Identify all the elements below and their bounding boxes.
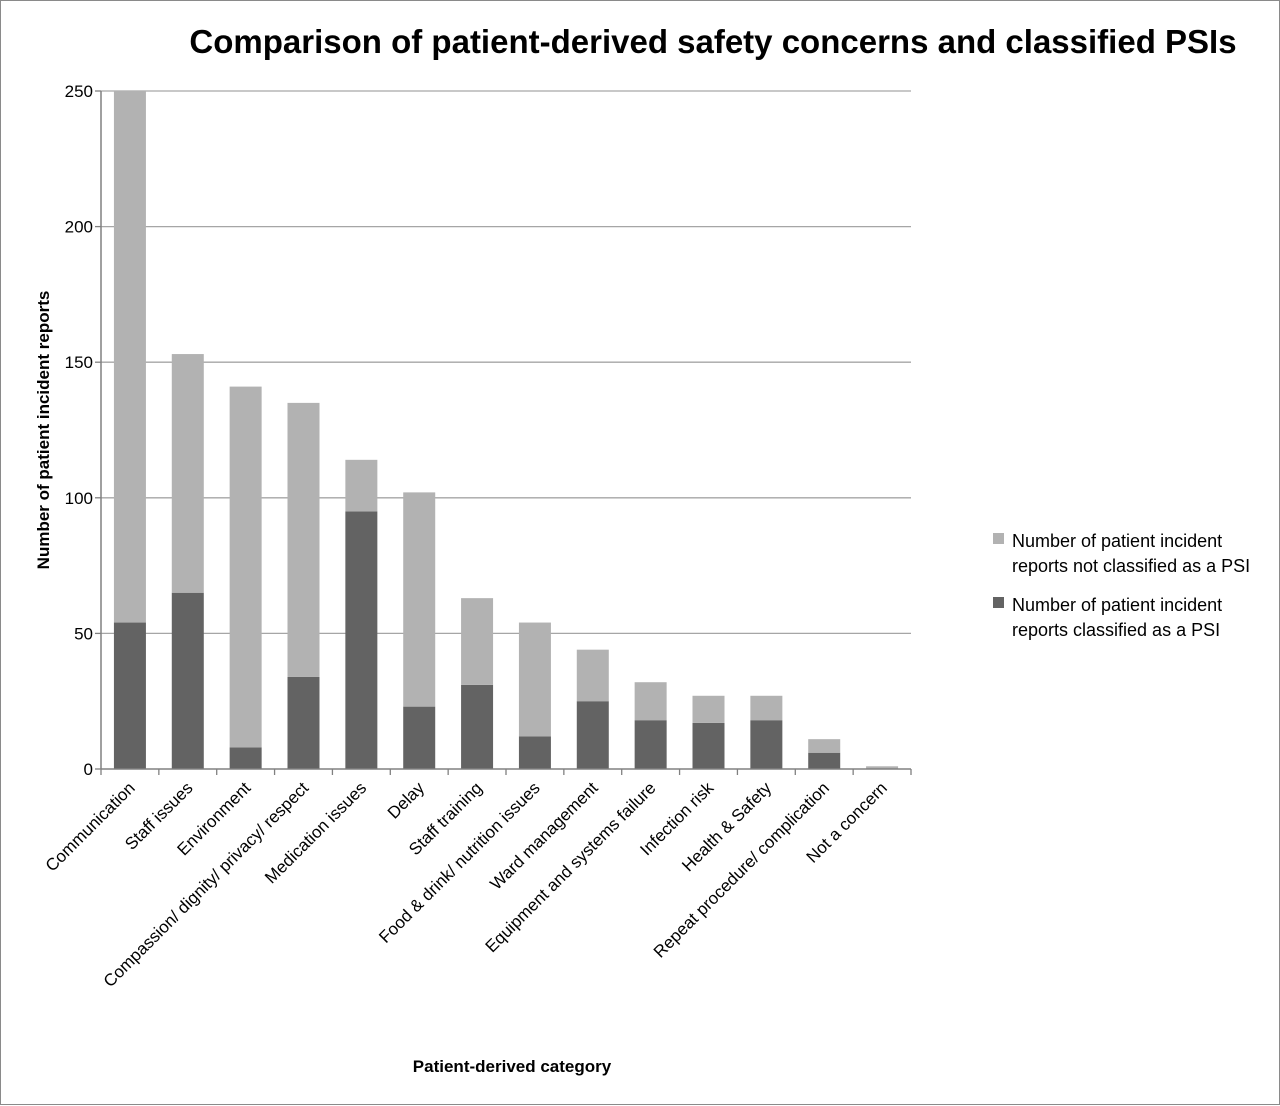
legend-swatch-psi [993,597,1004,608]
bar-psi-9 [634,720,667,769]
y-tick-labels: 0 50 100 150 200 250 [65,82,101,779]
y-tick-label: 100 [65,489,93,508]
bar-psi-10 [692,722,725,769]
bar-not-psi-3 [287,402,320,677]
bar-psi-4 [345,511,378,769]
bar-not-psi-4 [345,459,378,512]
bar-psi-8 [576,701,609,769]
bar-psi-1 [171,592,204,769]
bar-not-psi-9 [634,682,667,721]
x-category-label: Ward management [486,778,601,893]
grid-layer [101,90,911,635]
chart-title: Comparison of patient-derived safety con… [189,23,1236,60]
y-tick-label: 250 [65,82,93,101]
y-tick-label: 150 [65,353,93,372]
x-category-label: Communication [42,778,139,875]
bar-not-psi-2 [229,386,262,748]
bar-not-psi-1 [171,354,204,593]
bar-psi-5 [403,706,436,769]
y-tick-label: 50 [74,624,93,643]
y-tick-label: 0 [84,760,93,779]
legend-label-line: Number of patient incident [1012,595,1222,615]
bar-not-psi-11 [750,695,783,721]
x-category-label: Compassion/ dignity/ privacy/ respect [100,778,313,991]
x-category-label: Medication issues [261,778,370,887]
bar-not-psi-0 [113,91,146,623]
bar-psi-6 [461,684,494,769]
axis-layer [100,91,912,775]
legend-swatch-not-psi [993,533,1004,544]
legend-label-line: Number of patient incident [1012,531,1222,551]
y-axis-title: Number of patient incident reports [34,291,53,570]
bar-psi-7 [518,736,551,769]
bar-psi-0 [113,622,146,769]
bars-layer [113,91,899,769]
legend-label-line: reports classified as a PSI [1012,620,1220,640]
bar-not-psi-13 [866,766,899,769]
bar-not-psi-6 [461,598,494,685]
legend-label-line: reports not classified as a PSI [1012,556,1250,576]
bar-psi-2 [229,747,262,769]
y-tick-label: 200 [65,218,93,237]
bar-psi-12 [808,752,841,769]
x-axis-title: Patient-derived category [413,1057,612,1076]
bar-not-psi-7 [518,622,551,737]
bar-not-psi-8 [576,649,609,702]
x-category-label: Delay [384,778,429,823]
legend: Number of patient incident reports not cl… [993,531,1250,640]
bar-not-psi-10 [692,695,725,723]
bar-psi-11 [750,720,783,769]
bar-psi-3 [287,676,320,769]
bar-not-psi-12 [808,739,841,753]
bar-not-psi-5 [403,492,436,707]
